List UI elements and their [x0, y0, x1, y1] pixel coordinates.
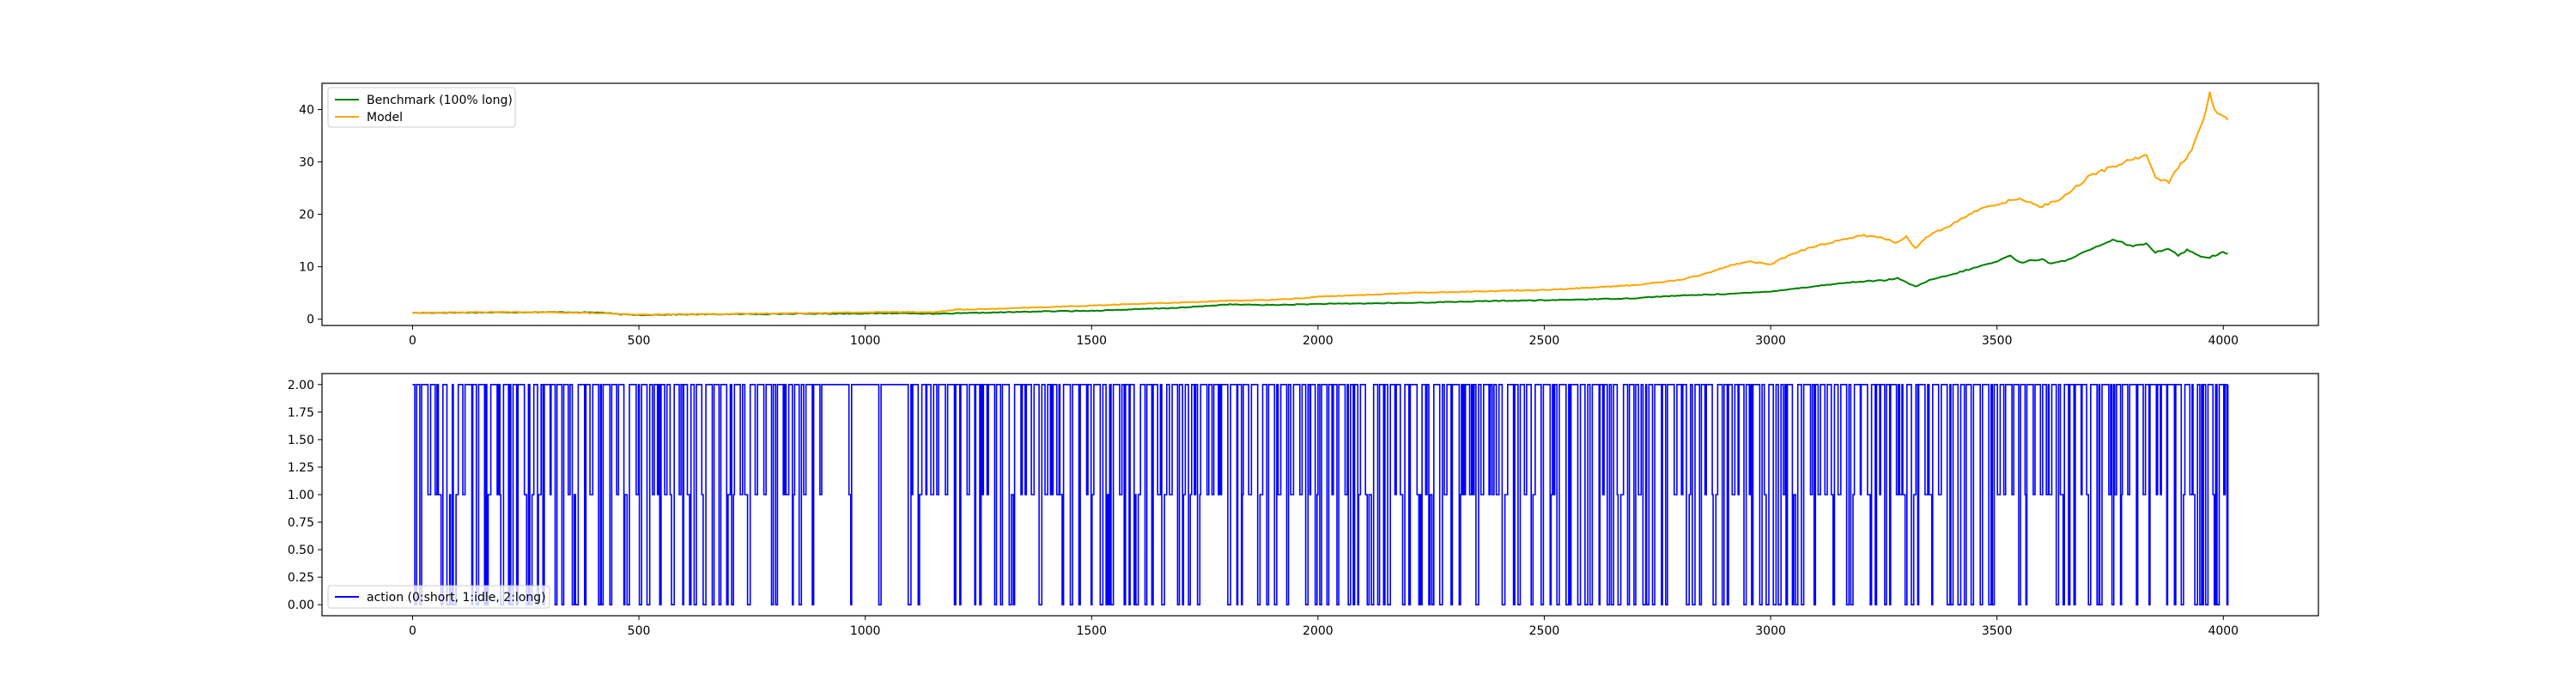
bottom-xtick-label: 4000 [2208, 624, 2239, 638]
bottom-plot-area: 0 500 1000 1500 2000 2500 3000 3500 4000 0.00 0.2… [288, 373, 2319, 638]
top-xtick-label: 1500 [1076, 334, 1107, 348]
bottom-legend: action (0:short, 1:idle, 2:long) [327, 585, 550, 609]
top-ytick-label: 40 [299, 104, 314, 118]
bottom-legend-box [327, 585, 550, 609]
top-plot-area: 0 500 1000 1500 2000 2500 3000 3500 4000 0 10 20 30… [299, 82, 2319, 348]
bottom-ytick-label: 1.00 [288, 489, 314, 502]
top-ytick-label: 20 [299, 209, 314, 222]
series-line-action [412, 384, 2229, 605]
bottom-xtick-label: 2000 [1303, 624, 1334, 638]
top-series-group [412, 91, 2229, 317]
bottom-xtick-label: 0 [409, 624, 416, 638]
bottom-ytick-label: 0.75 [288, 516, 314, 530]
bottom-x-axis: 0 500 1000 1500 2000 2500 3000 3500 4000 [409, 616, 2239, 638]
top-xtick-label: 3000 [1755, 334, 1786, 348]
bottom-xtick-label: 3500 [1982, 624, 2013, 638]
bottom-xtick-label: 2500 [1529, 624, 1560, 638]
top-legend: Benchmark (100% long) Model [327, 87, 516, 128]
bottom-ytick-label: 0.25 [288, 571, 314, 585]
bottom-xtick-label: 3000 [1755, 624, 1786, 638]
bottom-ytick-label: 1.25 [288, 461, 314, 475]
legend-label-model: Model [367, 111, 403, 125]
top-xtick-label: 2000 [1303, 334, 1334, 348]
top-ytick-label: 30 [299, 156, 314, 170]
bottom-series-group [412, 384, 2229, 605]
top-plot-frame [321, 82, 2319, 326]
bottom-y-axis: 0.00 0.25 0.50 0.75 1.00 1.25 1.50 1.75 2.00 [288, 379, 322, 612]
bottom-ytick-label: 1.50 [288, 434, 314, 447]
top-xtick-label: 4000 [2208, 334, 2239, 348]
top-ytick-label: 0 [307, 313, 314, 327]
legend-label-action: action (0:short, 1:idle, 2:long) [367, 591, 546, 605]
legend-label-benchmark: Benchmark (100% long) [367, 94, 513, 107]
top-xtick-label: 3500 [1982, 334, 2013, 348]
top-xtick-label: 0 [409, 334, 416, 348]
bottom-xtick-label: 1500 [1076, 624, 1107, 638]
top-x-axis: 0 500 1000 1500 2000 2500 3000 3500 4000 [409, 325, 2239, 348]
bottom-ytick-label: 0.50 [288, 544, 314, 557]
series-line-model [412, 91, 2229, 316]
bottom-ytick-label: 2.00 [288, 379, 314, 392]
top-xtick-label: 500 [628, 334, 651, 348]
top-xtick-label: 2500 [1529, 334, 1560, 348]
top-y-axis: 0 10 20 30 40 [299, 104, 322, 327]
bottom-xtick-label: 1000 [850, 624, 881, 638]
bottom-ytick-label: 0.00 [288, 599, 314, 612]
bottom-ytick-label: 1.75 [288, 406, 314, 420]
top-ytick-label: 10 [299, 261, 314, 275]
top-xtick-label: 1000 [850, 334, 881, 348]
top-legend-box [327, 87, 516, 128]
bottom-xtick-label: 500 [628, 624, 651, 638]
